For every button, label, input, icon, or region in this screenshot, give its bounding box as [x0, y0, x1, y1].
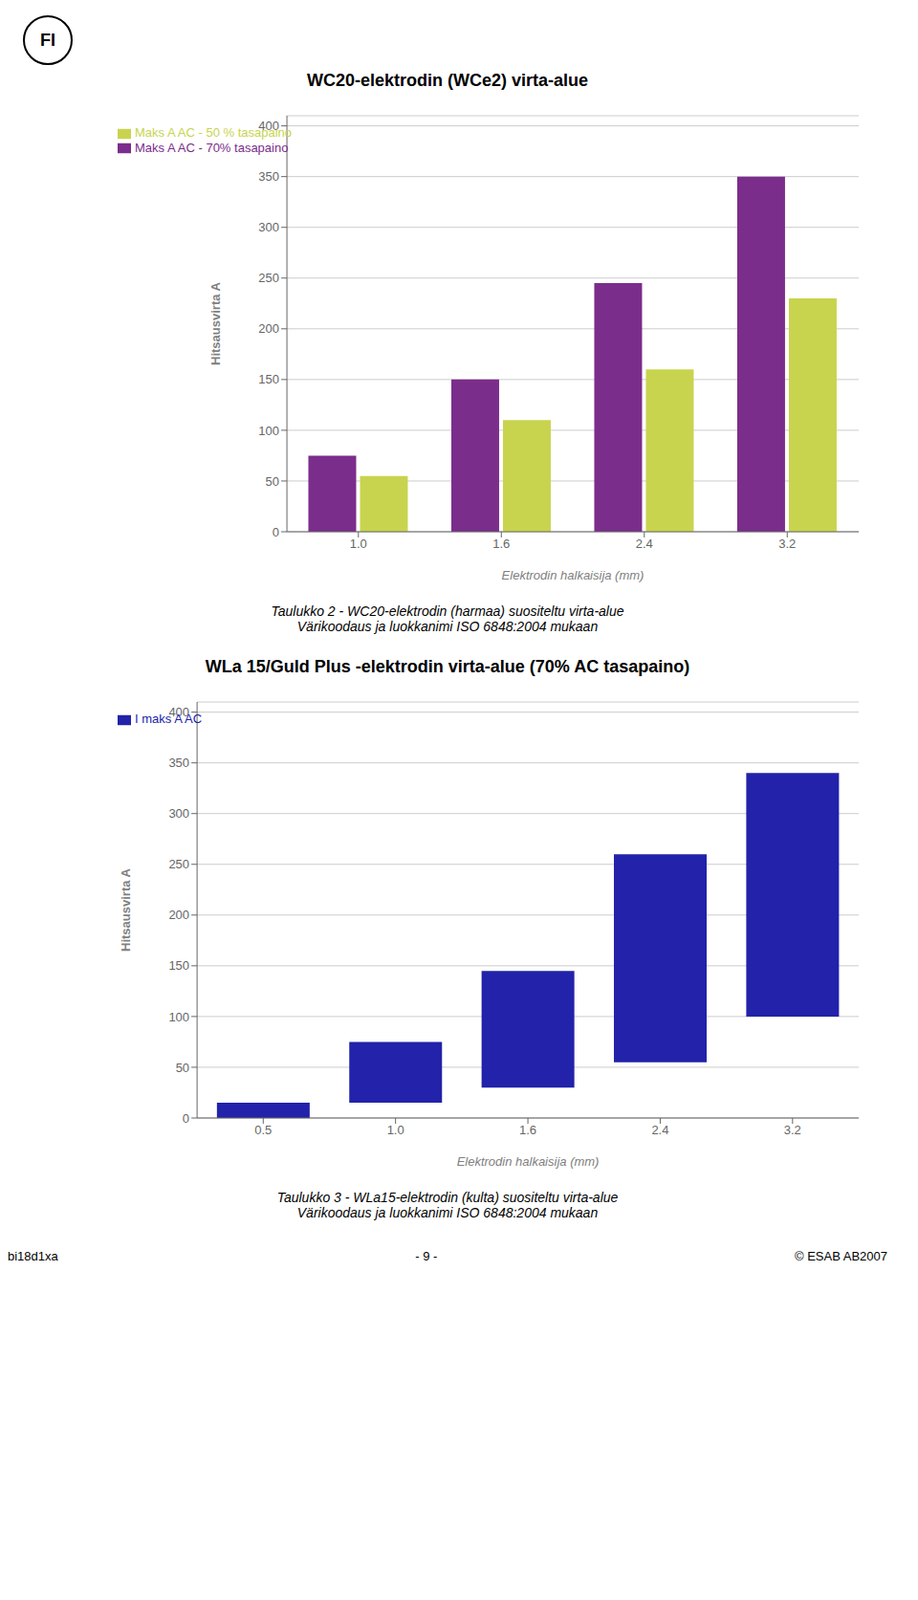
svg-text:100: 100 [258, 423, 280, 438]
svg-text:Hitsausvirta A: Hitsausvirta A [118, 867, 133, 952]
svg-text:250: 250 [258, 270, 280, 285]
svg-text:0.5: 0.5 [254, 1122, 272, 1137]
svg-text:Hitsausvirta A: Hitsausvirta A [208, 281, 223, 366]
svg-text:Elektrodin halkaisija (mm): Elektrodin halkaisija (mm) [457, 1154, 600, 1169]
svg-text:350: 350 [258, 169, 280, 184]
svg-text:250: 250 [168, 856, 190, 872]
svg-text:350: 350 [168, 755, 190, 770]
svg-text:Elektrodin halkaisija (mm): Elektrodin halkaisija (mm) [502, 568, 645, 583]
svg-text:2.4: 2.4 [635, 536, 654, 551]
svg-text:1.0: 1.0 [349, 536, 368, 551]
svg-text:400: 400 [168, 704, 190, 720]
svg-text:0: 0 [182, 1111, 190, 1126]
svg-text:1.6: 1.6 [519, 1122, 537, 1137]
svg-text:150: 150 [258, 371, 280, 387]
svg-text:200: 200 [168, 907, 190, 922]
svg-text:50: 50 [175, 1060, 190, 1075]
svg-text:1.0: 1.0 [387, 1122, 405, 1137]
svg-text:100: 100 [168, 1009, 190, 1025]
svg-text:0: 0 [272, 524, 280, 540]
svg-text:400: 400 [258, 118, 280, 133]
svg-text:50: 50 [265, 474, 280, 489]
svg-text:150: 150 [168, 958, 190, 973]
svg-text:1.6: 1.6 [492, 536, 510, 551]
svg-text:3.2: 3.2 [784, 1122, 802, 1137]
svg-text:2.4: 2.4 [651, 1122, 669, 1137]
svg-text:3.2: 3.2 [778, 536, 796, 551]
svg-text:300: 300 [168, 806, 190, 821]
svg-text:300: 300 [258, 219, 280, 235]
svg-text:200: 200 [258, 321, 280, 336]
